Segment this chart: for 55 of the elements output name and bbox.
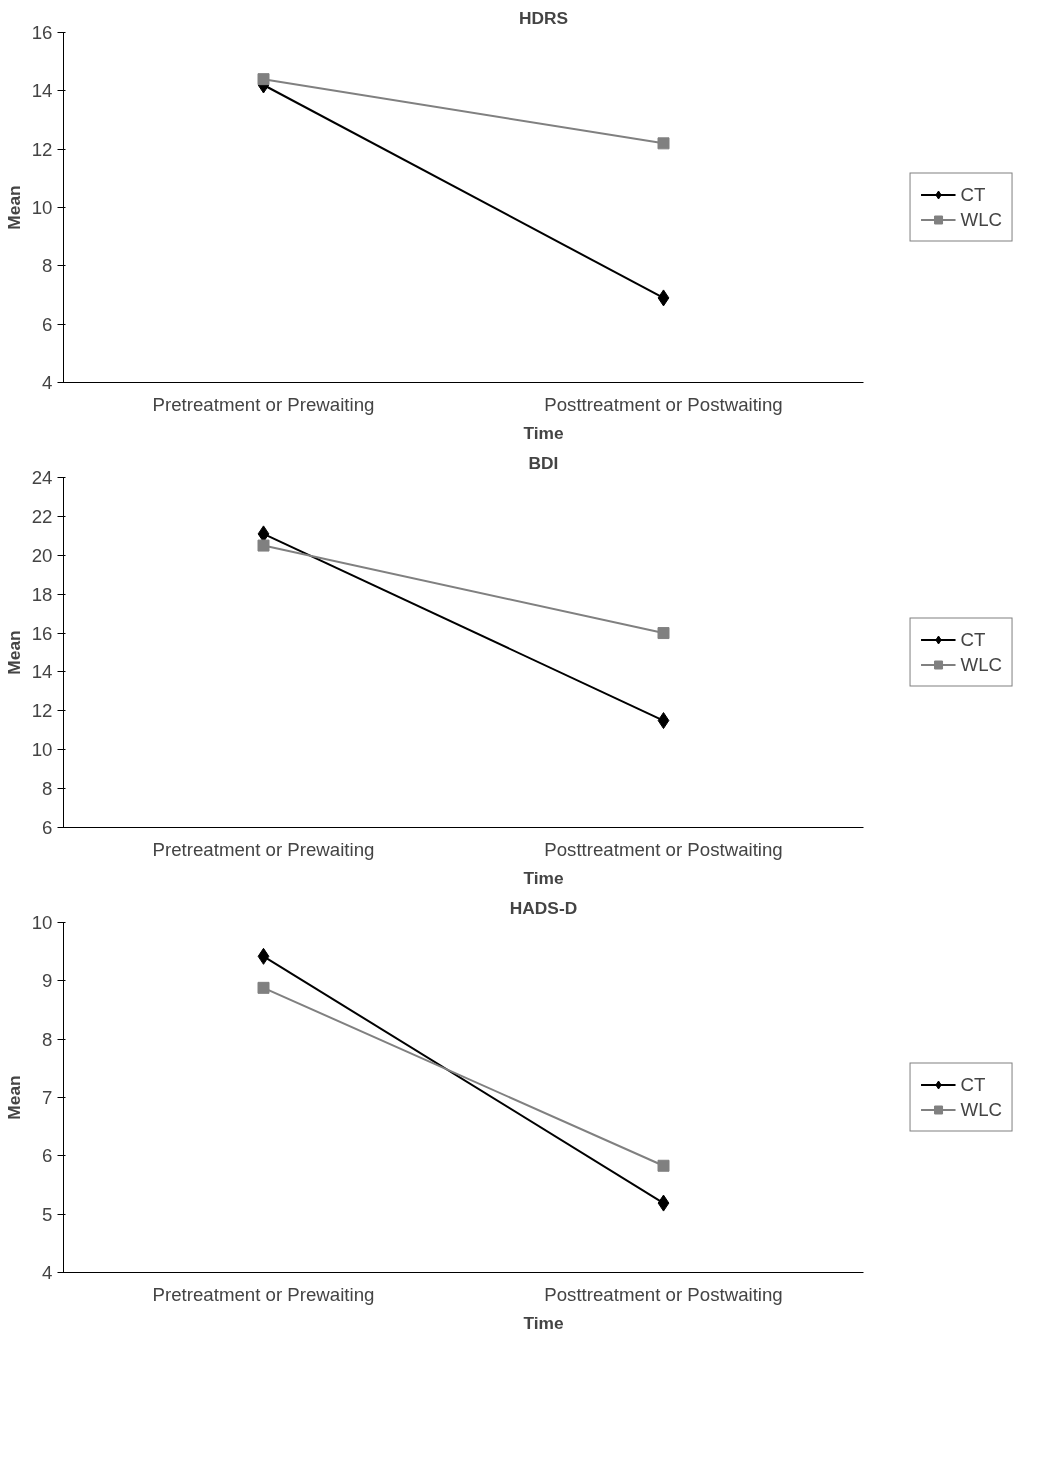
- y-tick-label: 5: [42, 1203, 53, 1225]
- point: [657, 712, 670, 730]
- legend-label: CT: [960, 183, 986, 206]
- point: [657, 1159, 670, 1172]
- point: [657, 627, 670, 640]
- y-tick-label: 9: [42, 970, 53, 992]
- point: [257, 947, 270, 965]
- x-axis-title: Time: [523, 422, 564, 443]
- x-tick-label: Pretreatment or Prewaiting: [152, 393, 375, 415]
- y-axis-title: Mean: [3, 185, 24, 230]
- y-tick-label: 4: [42, 1262, 53, 1283]
- x-tick-label: Posttreatment or Postwaiting: [544, 393, 783, 415]
- y-tick-label: 24: [31, 467, 53, 488]
- y-tick-label: 16: [31, 622, 53, 644]
- y-tick-label: 8: [42, 778, 53, 800]
- y-tick-label: 6: [42, 817, 53, 838]
- x-axis-title: Time: [523, 1312, 564, 1333]
- legend-label: WLC: [960, 653, 1002, 676]
- y-tick-label: 10: [31, 912, 53, 933]
- y-tick-label: 14: [31, 80, 53, 102]
- y-tick-label: 14: [31, 661, 53, 683]
- y-axis-title: Mean: [3, 630, 24, 675]
- y-tick-label: 12: [31, 700, 53, 722]
- chart-title: HDRS: [518, 7, 569, 28]
- legend-label: WLC: [960, 208, 1002, 231]
- y-tick-label: 7: [42, 1087, 53, 1108]
- y-tick-label: 8: [42, 1028, 53, 1050]
- point: [257, 539, 270, 552]
- y-tick-label: 16: [31, 22, 53, 43]
- x-tick-label: Posttreatment or Postwaiting: [544, 1283, 783, 1305]
- y-tick-label: 6: [42, 313, 53, 335]
- point: [257, 73, 270, 86]
- x-tick-label: Pretreatment or Prewaiting: [152, 1283, 375, 1305]
- chart-title: HADS-D: [509, 897, 578, 918]
- legend-label: WLC: [960, 1098, 1002, 1121]
- y-tick-label: 8: [42, 255, 53, 277]
- point: [257, 981, 270, 994]
- x-tick-label: Posttreatment or Postwaiting: [544, 838, 783, 860]
- x-axis-title: Time: [523, 867, 564, 888]
- point: [657, 137, 670, 150]
- y-tick-label: 22: [31, 505, 53, 527]
- y-tick-label: 10: [31, 197, 53, 218]
- y-axis-title: Mean: [3, 1075, 24, 1120]
- y-tick-label: 10: [31, 739, 53, 761]
- legend-label: CT: [960, 628, 986, 651]
- y-tick-label: 12: [31, 138, 53, 160]
- y-tick-label: 18: [31, 583, 53, 605]
- legend-label: CT: [960, 1073, 986, 1096]
- point: [657, 1194, 670, 1212]
- y-tick-label: 4: [42, 372, 53, 393]
- y-tick-label: 6: [42, 1145, 53, 1167]
- x-tick-label: Pretreatment or Prewaiting: [152, 838, 375, 860]
- point: [657, 289, 670, 307]
- chart-title: BDI: [528, 452, 559, 473]
- y-tick-label: 20: [31, 544, 53, 566]
